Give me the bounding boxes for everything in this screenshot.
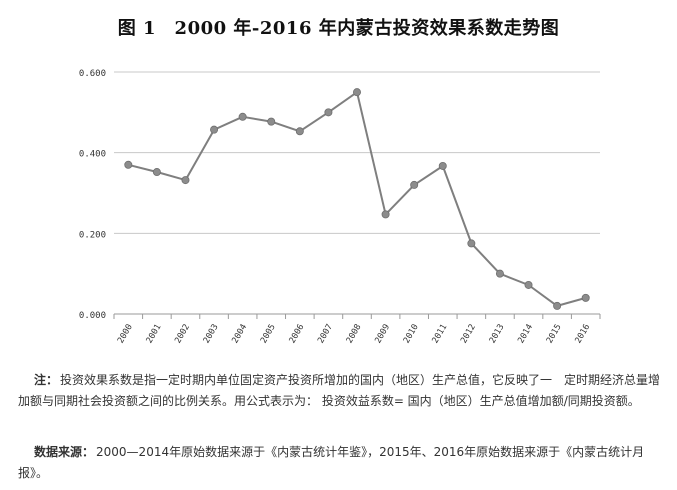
data-point-2000 xyxy=(124,160,133,169)
x-tick-label-2009: 2009 xyxy=(373,323,392,346)
axes xyxy=(113,313,601,319)
y-tick-label-1: 0.200 xyxy=(79,230,106,240)
x-tick-label-2011: 2011 xyxy=(430,323,449,346)
data-point-2012 xyxy=(467,239,476,248)
x-tick-label-2002: 2002 xyxy=(173,323,192,346)
y-tick-label-3: 0.600 xyxy=(79,69,106,79)
x-tick-label-2007: 2007 xyxy=(316,323,335,346)
data-point-2016 xyxy=(581,293,590,302)
chart-note: 注： 投资效果系数是指一定时期内单位固定资产投资所增加的国内（地区）生产总值，它反… xyxy=(18,370,663,412)
x-tick-label-2003: 2003 xyxy=(202,323,221,346)
series-investment-coefficient xyxy=(124,88,590,310)
data-point-2013 xyxy=(495,269,504,278)
data-point-2004 xyxy=(238,112,247,121)
x-tick-label-2013: 2013 xyxy=(488,323,507,346)
x-tick-label-2010: 2010 xyxy=(402,323,421,346)
x-tick-label-2015: 2015 xyxy=(545,323,564,346)
line-chart: 0.000 0.200 0.400 0.600 2000 2001 2002 2003 2004… xyxy=(79,69,601,345)
note-text: 投资效果系数是指一定时期内单位固定资产投资所增加的国内（地区）生产总值，它反映了… xyxy=(18,373,661,408)
data-point-2015 xyxy=(553,301,562,310)
x-tick-label-2001: 2001 xyxy=(145,323,164,346)
source-label: 数据来源： xyxy=(34,445,95,459)
tick-labels: 0.000 0.200 0.400 0.600 2000 2001 2002 2003 2004… xyxy=(79,69,592,345)
source-text: 2000—2014年原始数据来源于《内蒙古统计年鉴》，2015年、2016年原始… xyxy=(18,445,645,480)
y-tick-label-2: 0.400 xyxy=(79,150,106,160)
data-point-2010 xyxy=(410,180,419,189)
data-point-2005 xyxy=(267,117,276,126)
data-point-2001 xyxy=(152,168,161,177)
data-point-2002 xyxy=(181,176,190,185)
x-tick-label-2005: 2005 xyxy=(259,323,278,346)
data-source-note: 数据来源： 2000—2014年原始数据来源于《内蒙古统计年鉴》，2015年、20… xyxy=(18,442,663,484)
x-tick-label-2012: 2012 xyxy=(459,323,478,346)
x-tick-label-2004: 2004 xyxy=(230,323,249,346)
data-point-2007 xyxy=(324,108,333,117)
note-label: 注： xyxy=(34,373,59,387)
series-line xyxy=(128,91,586,307)
x-tick-label-2006: 2006 xyxy=(288,323,307,346)
data-point-2009 xyxy=(381,210,390,219)
data-point-2003 xyxy=(210,125,219,134)
data-point-2014 xyxy=(524,280,533,289)
chart-title: 图 1 2000 年-2016 年内蒙古投资效果系数走势图 xyxy=(117,18,560,39)
y-tick-label-0: 0.000 xyxy=(79,311,106,321)
grid-lines xyxy=(114,71,600,234)
x-tick-label-2016: 2016 xyxy=(573,323,592,346)
x-tick-label-2008: 2008 xyxy=(345,323,364,346)
x-tick-label-2000: 2000 xyxy=(116,323,135,346)
data-point-2006 xyxy=(295,127,304,136)
data-point-2011 xyxy=(438,161,447,170)
data-point-2008 xyxy=(352,88,361,97)
x-tick-label-2014: 2014 xyxy=(516,323,535,346)
